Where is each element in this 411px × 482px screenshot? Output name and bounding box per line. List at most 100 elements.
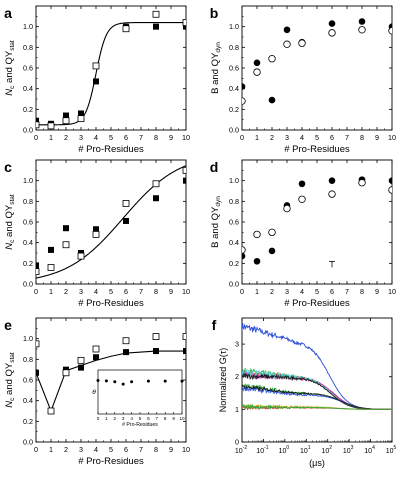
- x-tick-label: 4: [300, 287, 304, 296]
- panel-letter: a: [4, 5, 12, 21]
- data-point-filled-circle: [358, 18, 366, 25]
- data-point-open-circle: [358, 26, 366, 34]
- x-tick-exponent: 3: [351, 445, 354, 451]
- data-point-filled-square: [63, 112, 69, 119]
- data-point-open-circle: [253, 230, 261, 239]
- data-point-open-square: [77, 252, 85, 260]
- x-tick-label: 104: [364, 445, 375, 455]
- y-label-sub: c: [9, 85, 16, 89]
- x-tick-label: 102: [321, 445, 332, 455]
- x-tick-label: 2: [64, 445, 68, 454]
- x-tick-exponent: 2: [329, 445, 332, 451]
- panel-b: b 0 1 2 3 4 5 6 7 8 9 10 0.0 0.2 0.4 0.6 0.8 1.0 # Pro-Res…: [210, 5, 396, 155]
- data-point-open-circle: [358, 179, 366, 187]
- y-tick-label: 2: [235, 372, 239, 381]
- x-tick-label: 0: [240, 287, 244, 296]
- data-point-open-circle: [268, 55, 276, 63]
- y-tick-label: 0.6: [229, 218, 239, 227]
- y-tick-label: 0.4: [23, 84, 33, 93]
- x-tick-exponent: 4: [372, 445, 375, 451]
- y-tick-label: 0.8: [23, 355, 33, 364]
- y-label-sub: dyn: [215, 42, 222, 53]
- inset-x-tick-label: 3: [122, 416, 125, 421]
- data-point-filled-square: [123, 217, 129, 224]
- data-point-filled-square: [36, 369, 39, 376]
- x-tick-label: 4: [94, 133, 98, 142]
- x-tick-label: 10: [182, 287, 190, 296]
- data-point-open-circle: [268, 228, 276, 237]
- y-label-sub: dyn: [215, 196, 222, 207]
- x-tick-label: 9: [375, 287, 379, 296]
- data-point-open-square: [182, 333, 186, 341]
- plot-area: [242, 18, 392, 105]
- plot-area: [36, 10, 186, 130]
- y-label-mid: and QY: [4, 50, 15, 86]
- data-point-open-square: [77, 115, 85, 123]
- inset-x-tick-label: 2: [114, 416, 117, 421]
- y-tick-label: 0.8: [23, 43, 33, 52]
- y-tick-label: 0.0: [229, 126, 239, 135]
- data-point-filled-circle: [388, 177, 392, 184]
- x-axis-label: # Pro-Residues: [78, 456, 144, 467]
- y-tick-label: 0.2: [229, 105, 239, 114]
- data-point-filled-square: [153, 23, 159, 30]
- panel-letter: f: [212, 317, 217, 333]
- data-point-filled-circle: [328, 177, 336, 184]
- correlation-curve-5: [242, 372, 392, 410]
- data-point-filled-circle: [268, 96, 276, 104]
- x-tick-label: 8: [360, 133, 364, 142]
- panel-letter: d: [210, 159, 219, 175]
- x-axis-label: (μs): [309, 458, 325, 468]
- y-tick-label: 0.0: [23, 438, 33, 447]
- x-tick-label: 0: [240, 133, 244, 142]
- x-tick-label: 10-1: [256, 445, 268, 455]
- trend-line: [36, 350, 186, 413]
- y-tick-label: 1: [235, 405, 239, 414]
- data-point-open-circle: [388, 186, 392, 194]
- x-tick-label: 6: [330, 287, 334, 296]
- data-point-filled-circle: [242, 83, 246, 90]
- y-tick-label: 1.0: [229, 176, 239, 185]
- y-tick-label: 0.4: [23, 396, 33, 405]
- y-axis-label: B and QYdyn: [210, 42, 222, 94]
- correlation-curve-11: [242, 403, 392, 410]
- y-label-sub: stat: [9, 194, 16, 205]
- x-tick-exponent: 0: [286, 445, 289, 451]
- x-tick-label: 2: [64, 287, 68, 296]
- y-tick-label: 3: [235, 340, 239, 349]
- y-label-main: B and QY: [210, 52, 221, 94]
- fit-curve: [36, 165, 186, 279]
- data-point-filled-square: [183, 177, 186, 184]
- plot-area: [36, 333, 186, 415]
- y-tick-label: 0.6: [23, 376, 33, 385]
- inset-x-tick-label: 5: [139, 416, 142, 421]
- x-tick-label: 101: [300, 445, 311, 455]
- panel-f: f10-2 10-1 100 101 102 103 104 1050123(μs)Norma…: [212, 317, 397, 468]
- x-tick-exponent: -1: [264, 445, 269, 451]
- plot-frame: [241, 317, 393, 443]
- y-label-sub: stat: [9, 352, 16, 363]
- x-tick-label: 8: [154, 445, 158, 454]
- inset-frame: [97, 369, 183, 415]
- inset-x-tick-label: 4: [130, 416, 133, 421]
- data-point-open-circle: [328, 29, 336, 37]
- x-tick-label: 1: [49, 445, 53, 454]
- y-axis-label: Nc and QYstat: [4, 194, 16, 250]
- x-axis-label: # Pro-Residues: [78, 298, 144, 309]
- y-label-mid: and QY: [4, 204, 15, 240]
- panel-letter: c: [4, 159, 12, 175]
- data-point-filled-circle: [268, 247, 276, 255]
- inset-x-tick-label: 6: [147, 416, 150, 421]
- data-point-open-circle: [242, 97, 246, 105]
- data-point-open-circle: [298, 39, 306, 47]
- inset: 0 1 2 3 4 5 6 7 8 9 10 # Pro-Residues θ: [92, 369, 185, 428]
- panel-letter: b: [210, 5, 219, 21]
- inset-data-point: [163, 379, 167, 383]
- correlation-curve-3: [242, 370, 392, 410]
- data-point-filled-square: [153, 348, 159, 355]
- x-tick-label: 6: [124, 133, 128, 142]
- data-point-filled-circle: [242, 252, 246, 260]
- x-tick-label: 9: [169, 287, 173, 296]
- correlation-curve-8: [242, 384, 392, 410]
- fit-curve: [36, 21, 186, 126]
